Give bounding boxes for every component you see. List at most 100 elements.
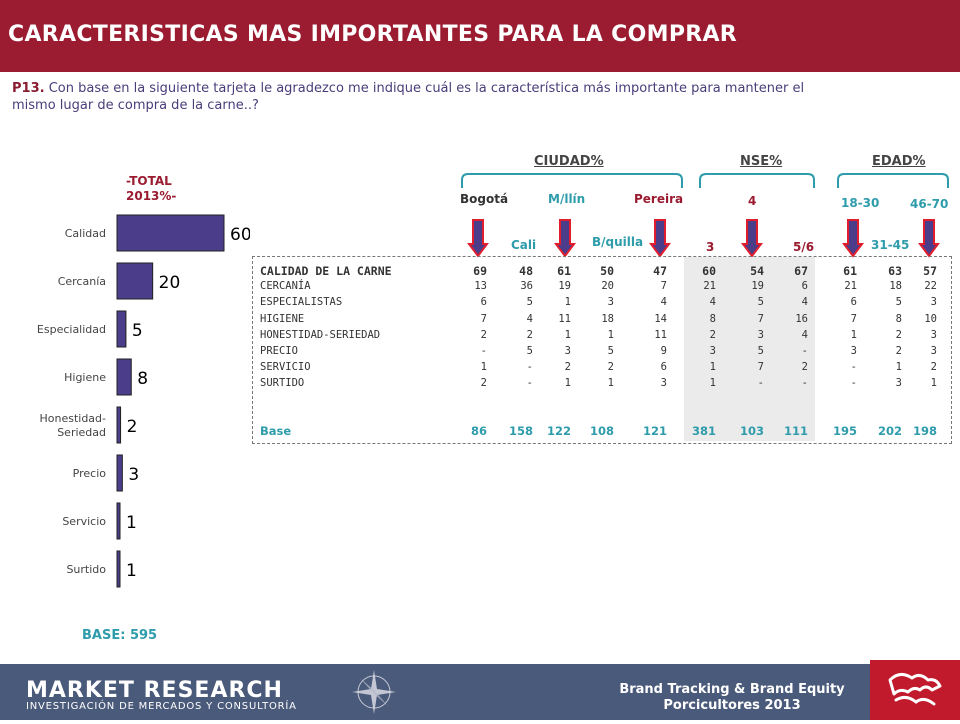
table-cell: 6 <box>801 280 808 293</box>
table-cell: 7 <box>480 312 487 325</box>
column-arrow-icon <box>649 219 671 258</box>
table-cell: 3 <box>930 345 937 357</box>
brand-name: MARKET RESEARCH <box>26 678 283 703</box>
pig-logo-icon <box>888 673 942 706</box>
brand-tagline: INVESTIGACIÓN DE MERCADOS Y CONSULTORÍA <box>26 701 297 712</box>
col-head-cali: Cali <box>511 238 537 252</box>
bracket-edad <box>837 173 949 188</box>
table-cell: 2 <box>709 328 716 341</box>
table-cell: - <box>480 345 487 357</box>
table-cell: 4 <box>660 296 667 309</box>
table-cell: 10 <box>924 312 937 325</box>
table-cell: 16 <box>795 312 808 325</box>
bar-value-label: 8 <box>137 369 148 389</box>
bar-value-label: 1 <box>126 561 137 581</box>
table-base-cell: 121 <box>642 424 667 438</box>
table-base-cell: 381 <box>691 424 716 438</box>
table-cell: 3 <box>930 296 937 309</box>
table-cell: 3 <box>607 296 614 309</box>
column-arrow-icon <box>741 219 763 258</box>
table-cell: 1 <box>850 328 857 341</box>
table-cell: 1 <box>480 361 487 374</box>
bar <box>116 550 121 588</box>
table-cell: - <box>850 361 857 374</box>
table-row-label: HIGIENE <box>260 312 305 325</box>
table-cell: 47 <box>653 264 667 278</box>
table-cell: 2 <box>801 361 808 374</box>
table-base-cell: 111 <box>783 424 808 438</box>
pig-logo <box>870 660 960 720</box>
table-base-cell: 195 <box>832 424 857 438</box>
table-cell: 6 <box>660 361 667 374</box>
group-brackets <box>461 173 949 258</box>
bar <box>116 406 122 444</box>
question-body: Con base en la siguiente tarjeta le agra… <box>12 81 805 113</box>
table-cell: 7 <box>660 280 667 293</box>
table-cell: 1 <box>709 377 716 390</box>
table-cell: 19 <box>751 280 764 293</box>
bar-category-label: Higiene <box>64 371 106 384</box>
table-cell: 3 <box>850 345 857 357</box>
bar-category-label: Seriedad <box>57 426 106 439</box>
table-cell: 5 <box>607 345 614 357</box>
table-base-cell: 198 <box>912 424 937 438</box>
column-arrow-icon <box>554 219 576 258</box>
table-cell: 2 <box>607 361 614 374</box>
table-cell: 20 <box>601 280 614 293</box>
bar-value-label: 60 <box>230 225 250 245</box>
bar-value-label: 1 <box>126 513 137 533</box>
table-cell: - <box>801 377 808 390</box>
table-cell: - <box>801 345 808 357</box>
bar <box>116 262 154 300</box>
table-cell: 11 <box>558 312 571 325</box>
col-head-nse-3: 3 <box>706 240 715 254</box>
table-cell: 21 <box>703 280 716 293</box>
table-cell: 2 <box>564 361 571 374</box>
table-cell: 7 <box>757 361 764 374</box>
bar-category-label: Calidad <box>65 227 106 240</box>
table-cell: 54 <box>750 264 764 278</box>
table-row-label: ESPECIALISTAS <box>260 296 343 309</box>
table-cell: 4 <box>801 328 808 341</box>
table-cell: 2 <box>895 345 902 357</box>
table-row-label: CALIDAD DE LA CARNE <box>260 264 392 278</box>
bar-category-label: Servicio <box>62 515 106 528</box>
table-cell: 5 <box>757 296 764 309</box>
table-cell: 69 <box>473 264 487 278</box>
bar-category-label: Honestidad- <box>39 412 106 425</box>
table-cell: 5 <box>895 296 902 309</box>
table-cell: 50 <box>600 264 614 278</box>
table-cell: 60 <box>702 264 716 278</box>
bar <box>116 358 132 396</box>
table-cell: 3 <box>660 377 667 390</box>
table-cell: 3 <box>709 345 716 357</box>
bar <box>116 310 127 348</box>
bar-chart: Calidad 60 Cercanía 20 Especialidad 5 Higiene 8… <box>37 214 250 588</box>
table-cell: 18 <box>601 312 614 325</box>
table-cell: 2 <box>930 361 937 374</box>
column-arrow-icon <box>842 219 864 258</box>
table-cell: 63 <box>888 264 902 278</box>
table-base-cell: 86 <box>470 424 487 438</box>
table-cell: 11 <box>654 328 667 341</box>
footer-band <box>0 664 870 720</box>
table-cell: 36 <box>520 280 533 293</box>
study-info: Brand Tracking & Brand Equity Porciculto… <box>614 682 850 714</box>
bar-value-label: 5 <box>132 321 143 341</box>
table-cell: 61 <box>557 264 571 278</box>
header-bar: CARACTERISTICAS MAS IMPORTANTES PARA LA … <box>0 0 960 72</box>
table-cell: 7 <box>757 312 764 325</box>
group-title-nse: NSE% <box>740 154 783 169</box>
table-cell: 1 <box>607 328 614 341</box>
group-title-ciudad: CIUDAD% <box>534 154 604 169</box>
table-cell: 2 <box>895 328 902 341</box>
bar-category-label: Precio <box>73 467 107 480</box>
col-head-edad-46-70: 46-70 <box>910 197 949 211</box>
page-title: CARACTERISTICAS MAS IMPORTANTES PARA LA … <box>8 22 738 47</box>
table-cell: 1 <box>564 328 571 341</box>
table-row-label: CERCANÍA <box>260 280 311 293</box>
table-cell: - <box>850 377 857 390</box>
study-line-2: Porcicultores 2013 <box>663 698 801 713</box>
col-head-barranquilla: B/quilla <box>592 235 644 249</box>
table-cell: 6 <box>850 296 857 309</box>
